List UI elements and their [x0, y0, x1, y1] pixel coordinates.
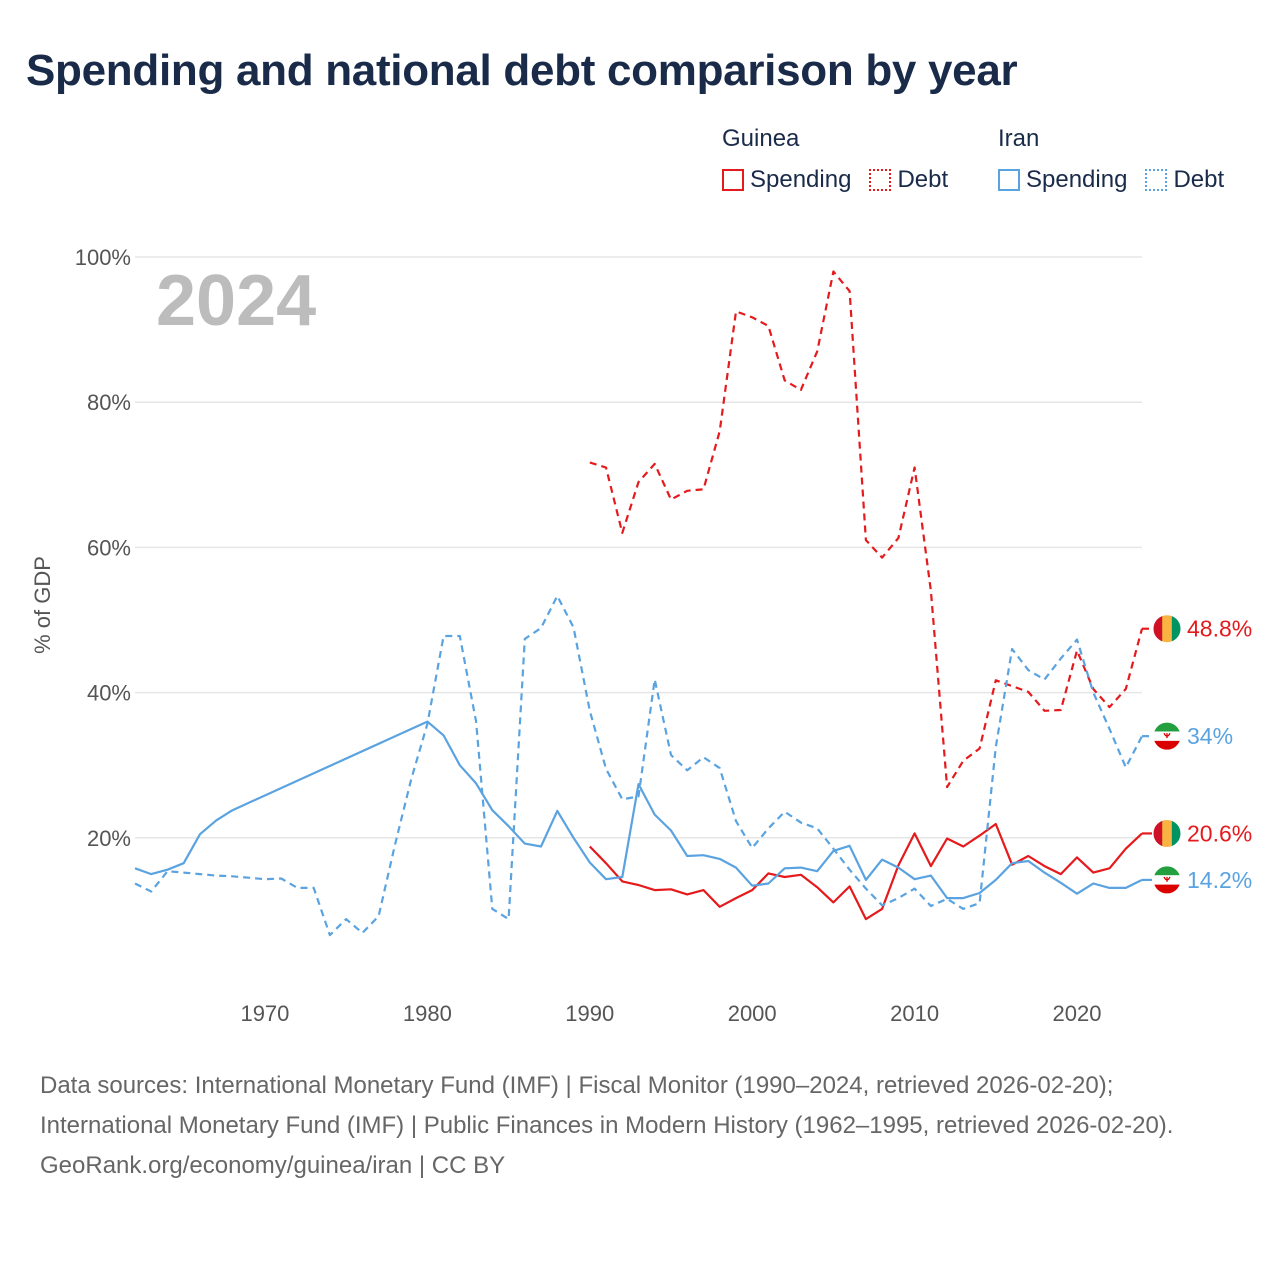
legend-iran-spending[interactable]: Spending	[998, 166, 1127, 194]
data-sources: Data sources: International Monetary Fun…	[40, 1072, 1174, 1139]
legend-solid-swatch	[998, 169, 1020, 191]
legend-iran-debt[interactable]: Debt	[1145, 166, 1224, 194]
year-watermark: 2024	[156, 261, 316, 341]
guinea-flag-icon	[1152, 614, 1182, 644]
x-tick-label: 2000	[728, 1001, 777, 1026]
legend-item-label: Spending	[750, 166, 852, 193]
legend-guinea: Guinea Spending Debt	[722, 124, 966, 194]
legend-item-label: Debt	[1173, 166, 1225, 193]
series-line-iran-debt[interactable]	[134, 594, 1143, 937]
legend-dotted-swatch	[1145, 169, 1168, 191]
y-tick-label: 60%	[87, 535, 131, 560]
y-axis-label: % of GDP	[30, 556, 55, 654]
x-tick-label: 2010	[890, 1001, 939, 1026]
legend-group-label: Iran	[998, 125, 1040, 152]
x-tick-label: 1970	[240, 1001, 289, 1026]
legend-guinea-spending[interactable]: Spending	[722, 166, 851, 194]
iran-flag-icon	[1152, 721, 1182, 751]
legend-dotted-swatch	[869, 169, 892, 191]
legend-item-label: Debt	[897, 166, 949, 193]
series-line-iran-spending[interactable]	[134, 720, 1143, 900]
grid-layer	[135, 256, 1142, 839]
legend-iran: Iran Spending Debt	[998, 124, 1242, 194]
series-layer	[134, 270, 1144, 937]
credit-link[interactable]: GeoRank.org/economy/guinea/iran | CC BY	[40, 1152, 506, 1179]
x-tick-label: 1980	[403, 1001, 452, 1026]
end-label-layer: 48.8% 20.6% 34% 14.2%	[1142, 614, 1252, 895]
y-tick-label: 100%	[75, 245, 131, 270]
legend-item-label: Spending	[1026, 166, 1128, 193]
line-chart: 2024 20% 40% 60% 80% 100% 1970 1980 1990 2000 201…	[30, 245, 1252, 1026]
end-value-label: 34%	[1187, 723, 1233, 749]
y-tick-label: 20%	[87, 826, 131, 851]
chart-title: Spending and national debt comparison by…	[26, 46, 1018, 95]
y-tick-label: 40%	[87, 681, 131, 706]
legend-solid-swatch	[722, 169, 744, 191]
series-line-guinea-debt[interactable]	[589, 270, 1144, 789]
end-value-label: 20.6%	[1187, 820, 1252, 846]
end-value-label: 14.2%	[1187, 867, 1252, 893]
end-value-label: 48.8%	[1187, 616, 1252, 642]
legend-group-label: Guinea	[722, 125, 800, 152]
axis-layer: 20% 40% 60% 80% 100% 1970 1980 1990 2000 2010 2020	[75, 245, 1102, 1026]
legend-guinea-debt[interactable]: Debt	[869, 166, 948, 194]
y-tick-label: 80%	[87, 390, 131, 415]
iran-flag-icon	[1152, 865, 1182, 895]
footer: Data sources: International Monetary Fun…	[40, 1066, 1240, 1186]
x-tick-label: 1990	[565, 1001, 614, 1026]
series-line-guinea-spending[interactable]	[589, 822, 1143, 921]
guinea-flag-icon	[1152, 818, 1182, 848]
x-tick-label: 2020	[1053, 1001, 1102, 1026]
